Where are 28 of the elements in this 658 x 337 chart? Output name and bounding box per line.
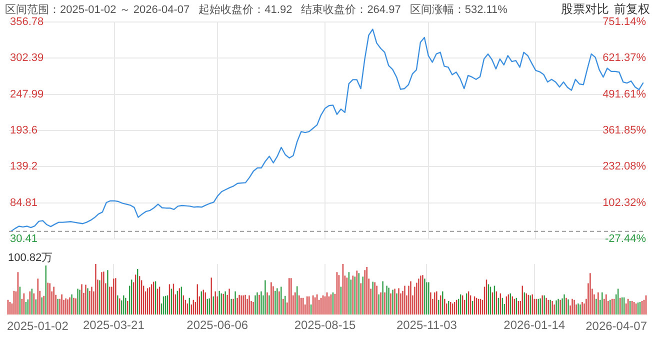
y-tick-label: 247.99 bbox=[10, 88, 44, 100]
text: 起始收盘价：41.92 bbox=[198, 4, 292, 16]
text: 股票对比 bbox=[561, 2, 609, 16]
text: 区间范围：2025-01-02 ～ 2026-04-07 bbox=[5, 4, 190, 16]
text: 区间涨幅：532.11% bbox=[410, 4, 508, 16]
y2-tick-label: 361.85% bbox=[602, 124, 646, 137]
y2-tick-label: 232.08% bbox=[602, 160, 646, 173]
y-tick-label: 30.41 bbox=[10, 233, 38, 246]
x-tick-label: 2025-06-06 bbox=[186, 318, 248, 332]
y-tick-label: 356.78 bbox=[10, 16, 44, 28]
y-tick-label: 193.6 bbox=[10, 124, 38, 137]
y2-tick-label: -27.44% bbox=[605, 233, 646, 246]
y2-tick-label: 751.14% bbox=[602, 16, 646, 28]
y2-tick-label: 621.37% bbox=[602, 52, 646, 64]
annotation: 100.82万 bbox=[8, 251, 53, 265]
x-tick-label: 2025-08-15 bbox=[294, 318, 356, 332]
y2-tick-label: 491.61% bbox=[602, 88, 646, 100]
text: 结束收盘价：264.97 bbox=[301, 4, 401, 16]
y2-tick-label: 102.32% bbox=[602, 196, 646, 209]
x-tick-label: 2025-11-03 bbox=[396, 318, 458, 332]
text: 前复权 bbox=[614, 2, 650, 16]
x-tick-label: 2025-03-21 bbox=[82, 318, 145, 332]
text: 2026-04-07 bbox=[586, 319, 647, 333]
y-tick-label: 84.81 bbox=[10, 196, 38, 209]
y-tick-label: 302.39 bbox=[10, 52, 44, 64]
text: 2025-01-02 bbox=[7, 319, 68, 333]
y-tick-label: 139.2 bbox=[10, 160, 38, 173]
x-tick-label: 2026-01-14 bbox=[504, 318, 566, 332]
